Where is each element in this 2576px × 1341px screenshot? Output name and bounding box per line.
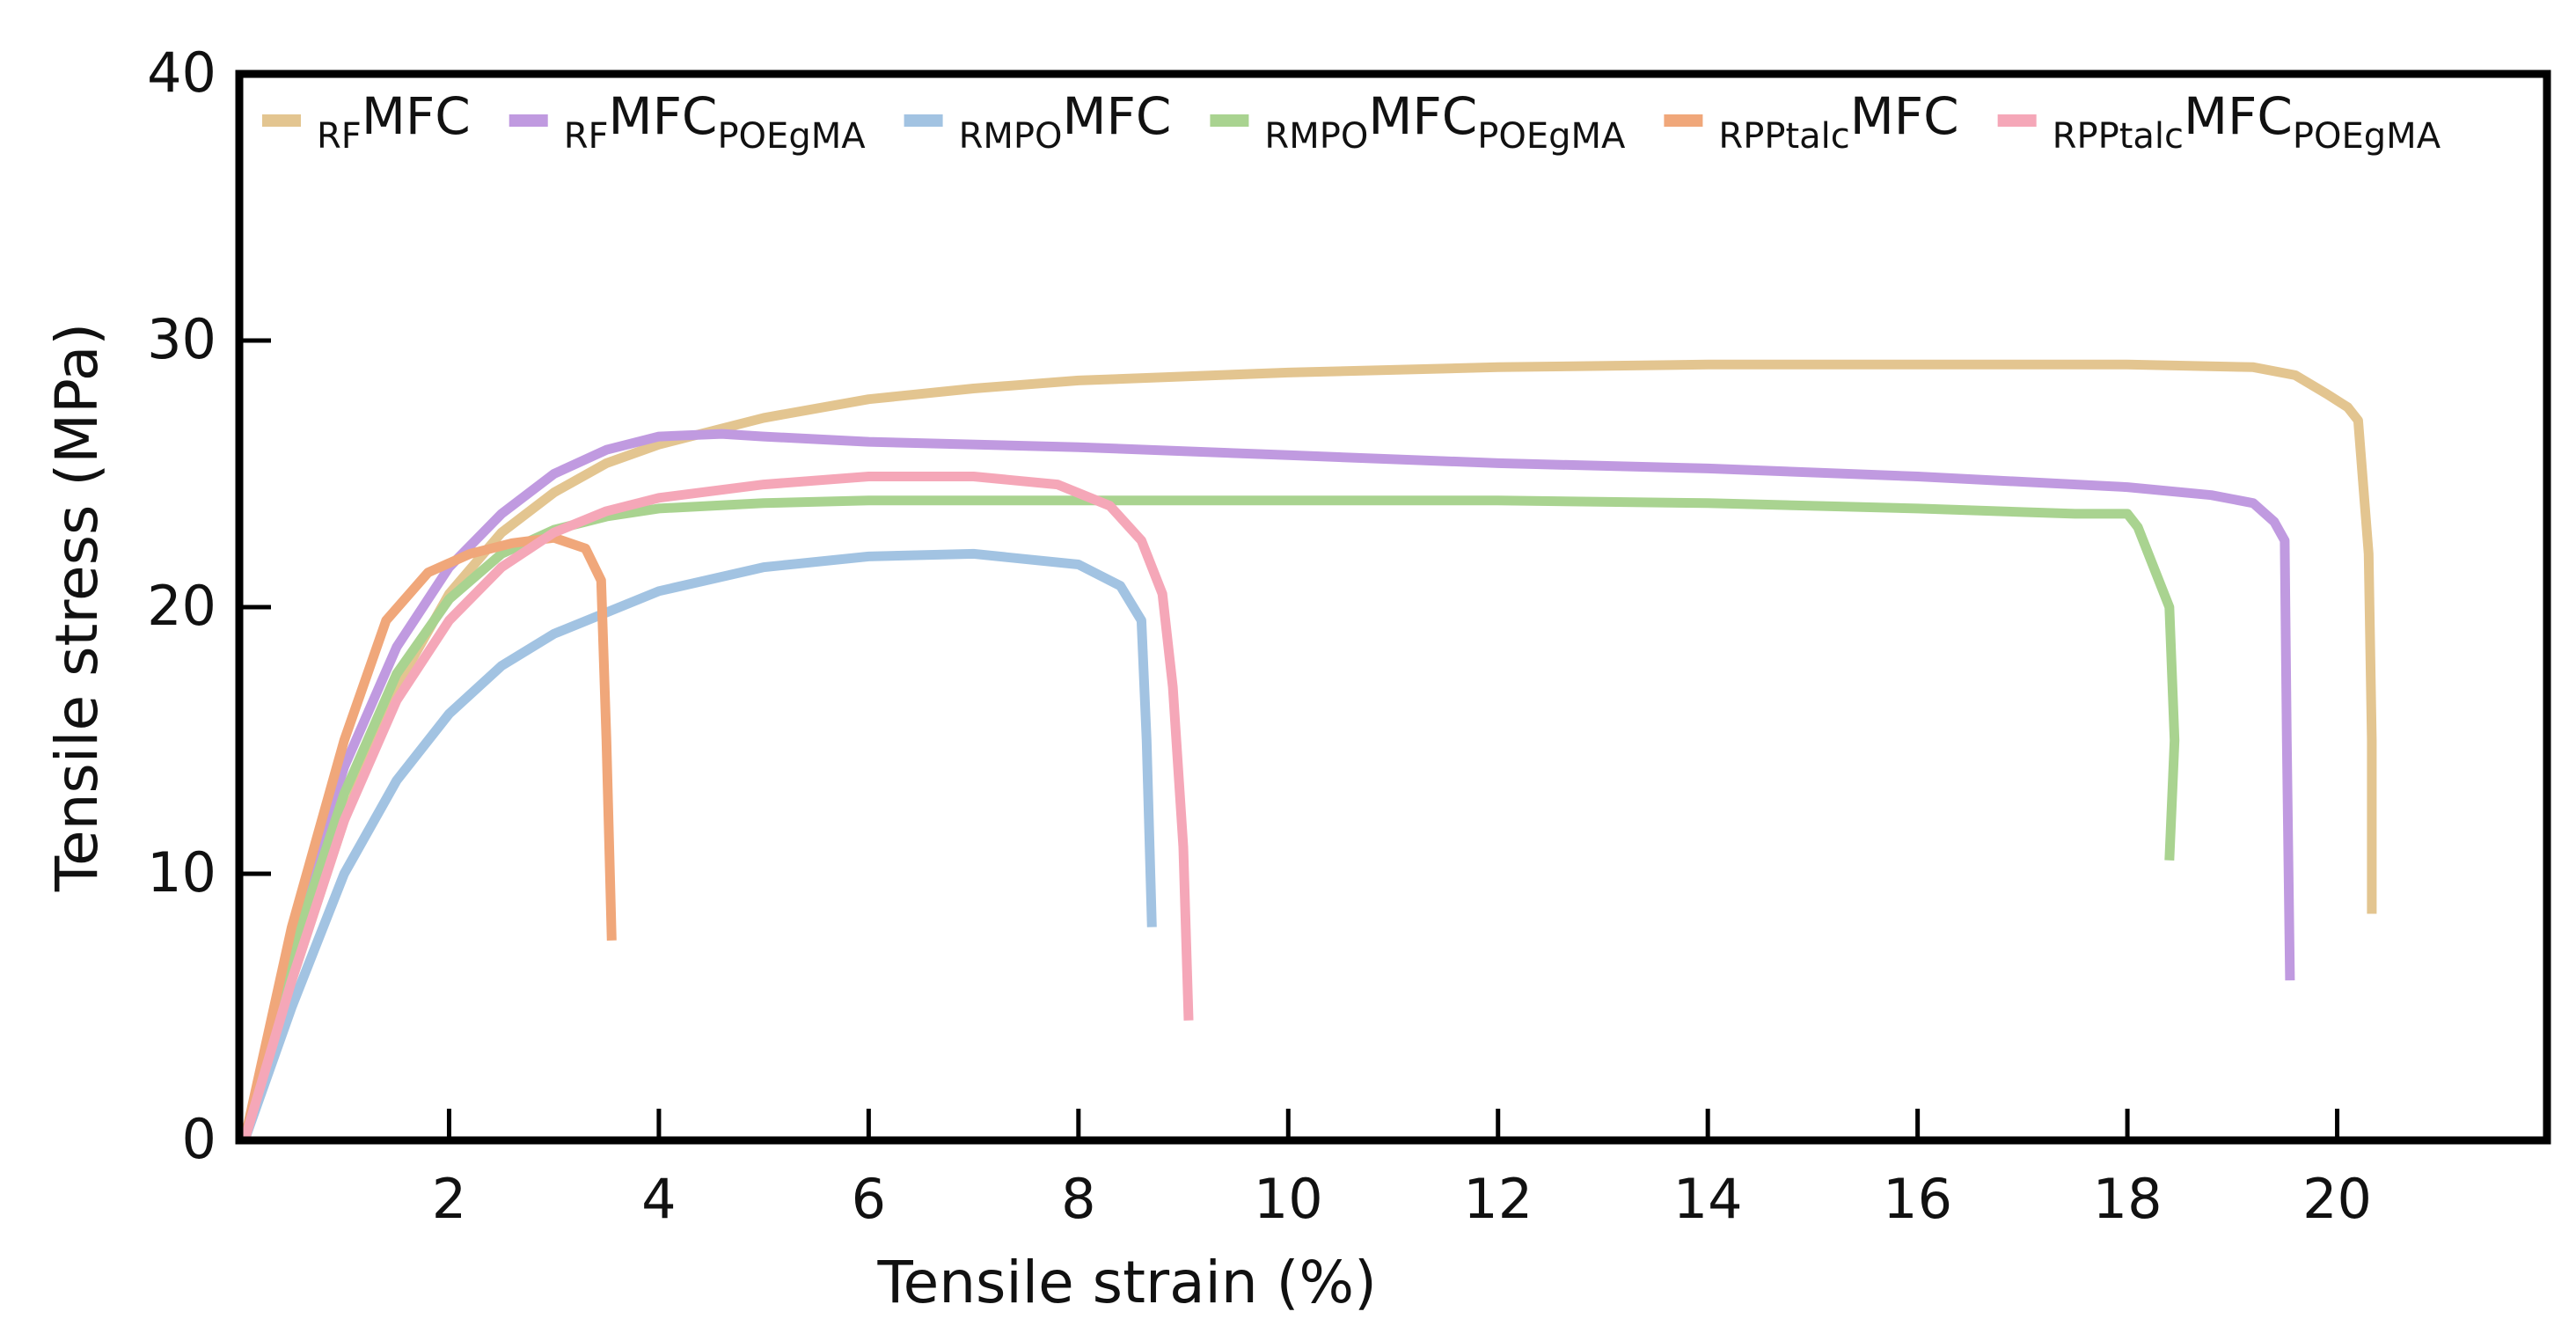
x-tick-label: 4 xyxy=(641,1167,676,1231)
legend: RFMFC RFMFCPOEgMA RMPOMFC RMPOMFCPOEgMA RPPt… xyxy=(262,86,2441,157)
legend-label: RFMFC xyxy=(317,86,471,157)
legend-label: RPPtalcMFCPOEgMA xyxy=(2053,86,2441,157)
legend-label: RMPOMFCPOEgMA xyxy=(1264,86,1626,157)
y-tick-label: 30 xyxy=(147,307,216,371)
legend-swatch xyxy=(904,114,943,127)
plot-frame xyxy=(235,70,2551,1145)
y-tick-label: 0 xyxy=(182,1107,216,1171)
legend-swatch xyxy=(1997,114,2037,127)
legend-entry-4: RMPOMFCPOEgMA xyxy=(1210,86,1626,157)
series-lines xyxy=(239,359,2377,1142)
series-line-6 xyxy=(239,472,1194,1142)
x-tick-label: 16 xyxy=(1883,1167,1952,1231)
y-axis-label: Tensile stress (MPa) xyxy=(43,323,111,892)
series-line-1 xyxy=(239,359,2377,1142)
legend-entry-2: RFMFCPOEgMA xyxy=(509,86,867,157)
x-tick-label: 14 xyxy=(1673,1167,1743,1231)
legend-entry-5: RPPtalcMFC xyxy=(1664,86,1959,157)
y-tick-label: 10 xyxy=(147,840,216,905)
axis-ticks: 2 4 6 8 10 12 14 16 18 20 0 10 20 30 40 xyxy=(147,40,2372,1231)
legend-swatch xyxy=(1210,114,1249,127)
legend-swatch xyxy=(262,114,301,127)
x-tick-label: 2 xyxy=(432,1167,466,1231)
x-tick-label: 6 xyxy=(852,1167,886,1231)
x-axis-label: Tensile strain (%) xyxy=(877,1249,1377,1316)
series-line-5 xyxy=(239,532,617,1142)
legend-entry-3: RMPOMFC xyxy=(904,86,1172,157)
legend-entry-6: RPPtalcMFCPOEgMA xyxy=(1997,86,2441,157)
y-tick-label: 20 xyxy=(147,574,216,638)
x-tick-label: 18 xyxy=(2093,1167,2163,1231)
legend-label: RFMFCPOEgMA xyxy=(564,86,867,157)
legend-label: RMPOMFC xyxy=(959,86,1172,157)
x-tick-label: 12 xyxy=(1463,1167,1533,1231)
legend-label: RPPtalcMFC xyxy=(1718,86,1958,157)
series-line-2 xyxy=(239,429,2295,1142)
series-line-3 xyxy=(239,548,1157,1142)
x-tick-label: 10 xyxy=(1254,1167,1323,1231)
legend-swatch xyxy=(1664,114,1703,127)
y-tick-label: 40 xyxy=(147,40,216,105)
x-tick-label: 20 xyxy=(2302,1167,2372,1231)
series-line-4 xyxy=(239,495,2180,1142)
legend-swatch xyxy=(509,114,548,127)
legend-entry-1: RFMFC xyxy=(262,86,471,157)
x-tick-label: 8 xyxy=(1061,1167,1095,1231)
